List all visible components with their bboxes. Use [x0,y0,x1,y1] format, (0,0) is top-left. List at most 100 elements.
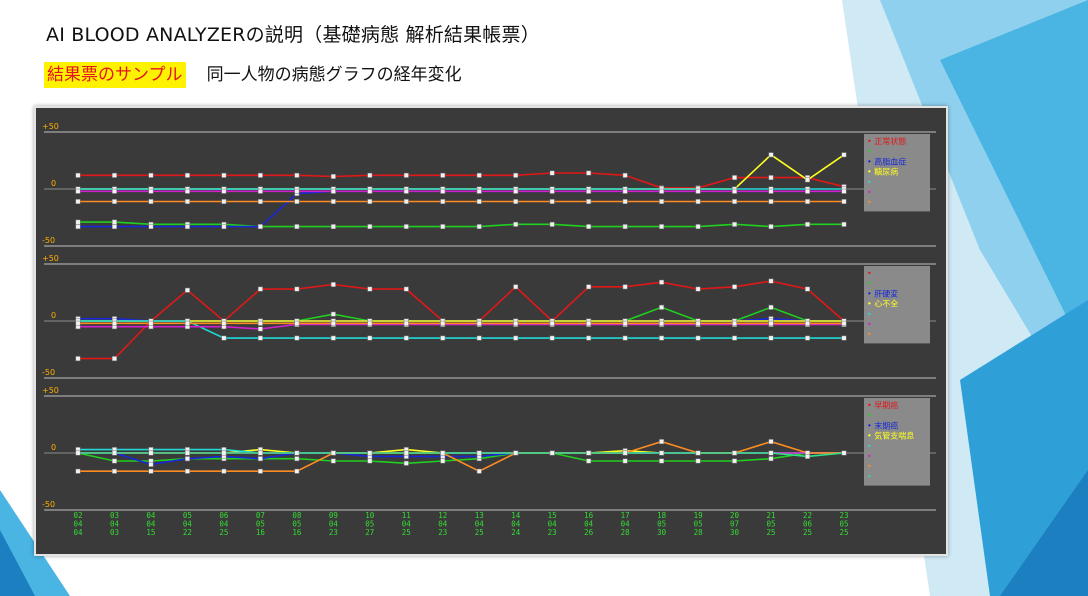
data-point [330,450,336,456]
data-point [330,320,336,326]
data-point [622,224,628,230]
series-line [78,320,844,339]
subtitle-row: 結果票のサンプル 同一人物の病態グラフの経年変化 [44,62,462,90]
x-tick-label: 10 05 27 [365,511,375,537]
data-point [367,199,373,204]
data-point [221,320,227,326]
data-point [184,450,190,456]
data-point [586,320,592,326]
data-point [257,172,263,178]
data-point [659,439,665,445]
data-point [221,468,227,474]
data-point [330,335,336,341]
data-point [805,188,810,194]
series-line [77,452,844,465]
data-point [112,188,117,194]
data-point [440,320,446,326]
data-point [148,450,154,456]
data-point [513,450,519,456]
x-tick-label: 12 04 23 [438,511,448,537]
data-point [732,335,738,341]
data-point [841,152,847,158]
y-tick-label: -50 [42,500,55,509]
legend-entry: • [867,411,872,420]
data-point [440,199,446,204]
data-point [403,224,409,230]
data-point [732,450,738,456]
data-point [330,188,336,194]
data-point [112,199,117,204]
y-tick-label: 0 [51,179,56,188]
data-point [148,224,154,230]
data-point [148,188,154,194]
data-point [841,199,847,204]
data-point [732,221,738,227]
data-point [476,188,482,194]
chart-plot-background [36,108,946,554]
data-point [768,175,774,181]
data-point [330,224,336,230]
data-point [148,320,154,326]
data-point [221,172,227,178]
data-point [622,188,628,194]
data-point [513,221,519,227]
data-point [695,224,701,230]
legend-box [864,398,930,486]
x-tick-label: 13 04 25 [475,511,485,537]
data-point [221,188,227,194]
data-point [768,335,774,341]
data-point [184,468,190,474]
data-point [622,335,628,341]
x-tick-label: 20 07 30 [730,511,740,537]
data-point [403,286,409,292]
legend-entry: • 高脂血症 [867,156,906,166]
data-point [440,172,446,178]
legend-entry: • [867,178,872,187]
y-tick-label: +50 [42,254,59,263]
data-point [440,188,446,194]
x-tick-label: 04 04 15 [146,511,156,537]
x-tick-label: 08 05 16 [292,511,302,537]
data-point [476,450,482,456]
data-point [403,188,409,194]
data-point [659,224,665,230]
data-point [184,172,190,178]
data-point [841,188,847,194]
legend-entry: • 末期癌 [867,420,898,430]
data-point [732,284,738,290]
data-point [841,221,847,227]
data-point [586,335,592,341]
data-point [257,456,263,462]
data-point [184,224,190,230]
data-point [294,188,300,194]
sample-label: 結果票のサンプル [44,62,186,88]
data-point [841,335,847,341]
data-point [732,458,738,464]
data-point [367,458,373,464]
data-point [805,177,810,183]
data-point [440,458,446,464]
data-point [695,335,701,341]
data-point [659,304,665,310]
legend-entry: • 早期癌 [867,400,898,410]
data-point [476,172,482,178]
data-point [294,224,300,230]
data-point [768,278,774,284]
data-point [367,172,373,178]
x-tick-label: 21 05 25 [767,511,776,537]
data-point [476,468,482,474]
x-tick-label: 14 04 24 [511,511,521,537]
data-point [549,320,555,326]
data-point [805,320,810,326]
data-point [75,199,81,204]
data-point [221,335,227,341]
y-tick-label: -50 [42,368,55,377]
legend-entry: • 気管支喘息 [867,431,914,441]
data-point [257,188,263,194]
data-point [112,224,117,230]
data-point [294,456,300,462]
data-point [732,199,738,204]
data-point [75,320,81,326]
legend-entry: • 糖尿病 [867,167,898,177]
data-point [732,188,738,194]
